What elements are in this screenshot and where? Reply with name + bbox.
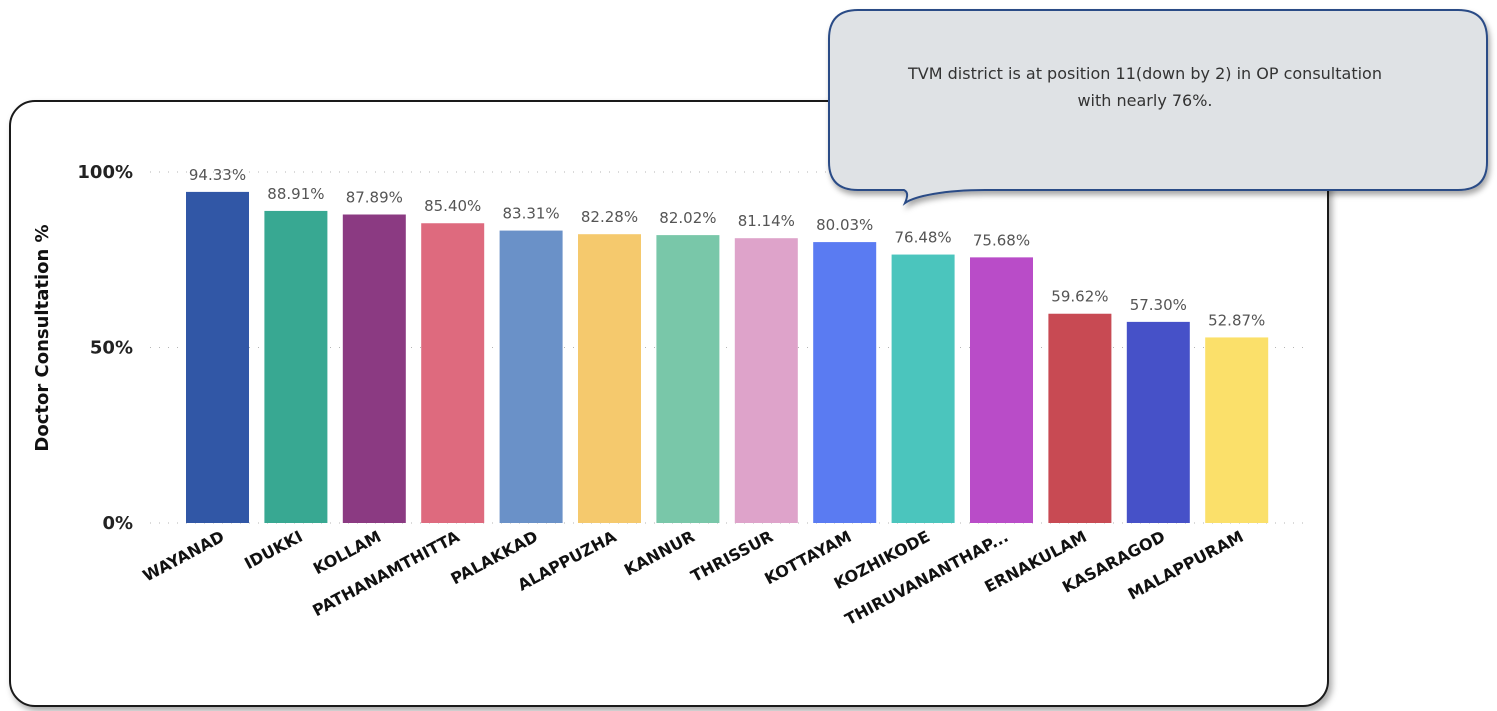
bar: [264, 210, 328, 523]
data-label: 94.33%: [189, 166, 246, 184]
data-label: 59.62%: [1051, 288, 1108, 306]
data-labels: 94.33% 88.91% 87.89% 85.40% 83.31% 82.28% 82.0…: [189, 166, 1265, 330]
x-category-label: KANNUR: [621, 527, 698, 580]
callout-text: TVM district is at position 11(down by 2…: [908, 64, 1382, 110]
callout-bubble: [828, 9, 1488, 206]
bar: [891, 254, 955, 523]
bar: [656, 235, 720, 523]
data-label: 82.28%: [581, 208, 638, 226]
y-tick-label: 0%: [102, 513, 133, 534]
data-label: 83.31%: [502, 205, 559, 223]
bar: [499, 230, 563, 523]
bar: [421, 223, 485, 523]
data-label: 81.14%: [738, 212, 795, 230]
data-label: 82.02%: [659, 209, 716, 227]
x-category-label: IDUKKI: [241, 527, 306, 573]
x-category-label: WAYANAD: [140, 527, 228, 586]
y-tick-label: 50%: [90, 338, 133, 359]
callout-shape: [828, 9, 1488, 206]
data-label: 85.40%: [424, 197, 481, 215]
bar: [813, 242, 877, 523]
bar: [1205, 337, 1269, 523]
x-category-label: THRISSUR: [688, 527, 777, 586]
bar: [1126, 321, 1190, 523]
x-axis-category-labels: WAYANAD IDUKKI KOLLAMPATHANAMTHITTAPALAKKA…: [140, 526, 1247, 629]
bar: [342, 214, 406, 523]
y-tick-label: 100%: [77, 162, 133, 183]
bar: [734, 238, 798, 523]
data-label: 75.68%: [973, 231, 1030, 249]
bar: [970, 257, 1033, 523]
y-axis-ticks: 0% 50% 100%: [77, 162, 133, 534]
data-label: 76.48%: [894, 229, 951, 247]
data-label: 87.89%: [346, 189, 403, 207]
data-label: 52.87%: [1208, 311, 1265, 329]
bar: [186, 191, 249, 523]
bar: [1048, 313, 1112, 523]
data-label: 88.91%: [267, 185, 324, 203]
bars: [186, 191, 1269, 523]
x-category-label: PATHANAMTHITTA: [309, 526, 463, 620]
bar: [578, 234, 641, 523]
y-axis-title: Doctor Consultation %: [32, 224, 53, 451]
data-label: 80.03%: [816, 216, 873, 234]
data-label: 57.30%: [1130, 296, 1187, 314]
